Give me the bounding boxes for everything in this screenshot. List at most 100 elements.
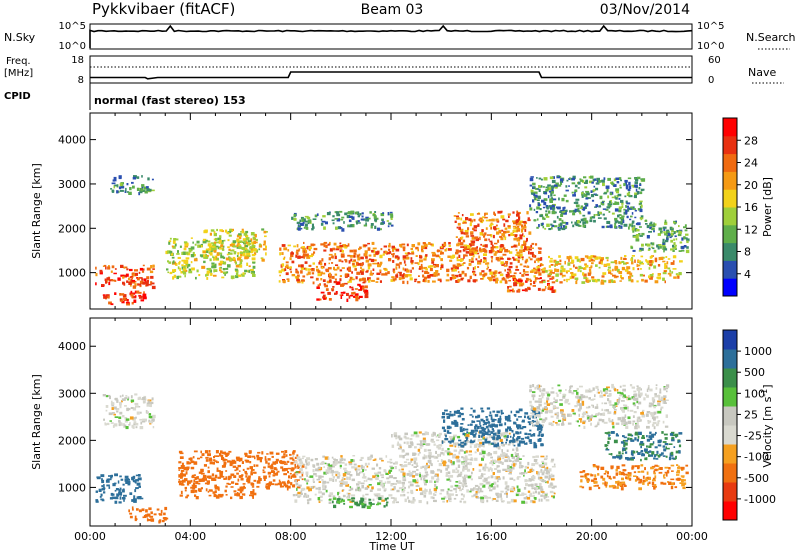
power-cell	[214, 255, 217, 260]
power-cell	[114, 268, 117, 270]
velocity-cell	[364, 487, 369, 490]
power-cell	[449, 277, 453, 281]
power-cell	[349, 294, 354, 297]
velocity-cell	[515, 455, 519, 457]
power-cell	[111, 182, 116, 185]
velocity-cell	[490, 431, 494, 434]
power-cell	[500, 261, 504, 265]
power-cell	[673, 276, 677, 279]
power-cell	[670, 239, 673, 243]
power-cell	[252, 265, 256, 269]
velocity-cell	[433, 494, 437, 496]
velocity-cell	[355, 469, 358, 472]
power-cell	[594, 256, 599, 260]
power-cell	[534, 277, 538, 280]
power-cell	[468, 218, 472, 222]
power-cell	[425, 254, 428, 257]
power-cell	[570, 273, 573, 276]
velocity-cell	[448, 413, 452, 417]
power-cell	[628, 185, 632, 189]
velocity-cell	[292, 475, 297, 478]
velocity-cell	[567, 413, 571, 417]
power-cell	[321, 220, 326, 223]
power-cell	[218, 267, 221, 270]
power-cell	[368, 278, 371, 281]
power-cell	[328, 272, 331, 276]
velocity-cell	[379, 457, 383, 460]
power-cell	[603, 264, 607, 266]
power-cell	[297, 280, 301, 284]
velocity-cell	[164, 506, 168, 511]
power-cell	[229, 259, 231, 261]
velocity-cell	[473, 444, 478, 448]
velocity-cell	[525, 442, 528, 445]
velocity-cell	[345, 484, 350, 487]
power-cell	[289, 268, 292, 271]
power-cell	[588, 268, 592, 272]
power-cell	[614, 268, 617, 271]
power-cell	[244, 269, 248, 273]
velocity-cell	[535, 487, 539, 490]
power-cell	[380, 248, 383, 251]
power-cell	[595, 187, 599, 191]
power-cell	[386, 220, 389, 222]
velocity-cell	[376, 493, 381, 497]
velocity-cell	[118, 492, 123, 496]
velocity-cell	[215, 494, 218, 497]
power-cell	[556, 268, 560, 273]
power-cell	[370, 258, 375, 262]
power-cell	[199, 254, 204, 257]
power-cell	[616, 181, 620, 184]
power-cell	[559, 281, 563, 284]
power-cell	[344, 259, 348, 263]
power-cell	[455, 215, 459, 218]
velocity-cell	[449, 440, 452, 444]
date-title: 03/Nov/2014	[600, 2, 690, 18]
power-cell	[654, 280, 659, 284]
velocity-cell	[130, 395, 133, 399]
power-cell	[208, 245, 212, 248]
power-cell	[421, 245, 425, 249]
power-cell	[490, 227, 493, 230]
power-cell	[402, 277, 405, 279]
power-cell	[473, 251, 478, 255]
velocity-cell	[118, 416, 122, 419]
freq-label-line2: [MHz]	[4, 68, 33, 79]
power-cell	[550, 257, 553, 260]
velocity-cell	[427, 449, 432, 452]
velocity-cell	[256, 480, 261, 484]
power-cell	[535, 268, 539, 272]
power-cell	[515, 222, 518, 226]
power-cell	[537, 195, 541, 199]
power-cell	[581, 192, 584, 195]
power-cell	[550, 193, 553, 197]
power-cell	[346, 292, 349, 296]
velocity-cell	[265, 460, 268, 464]
power-cell	[571, 275, 575, 279]
power-cell	[249, 246, 254, 249]
velocity-cell	[460, 412, 464, 416]
power-cell	[589, 216, 592, 220]
power-cell	[672, 244, 675, 248]
power-cell	[129, 276, 133, 279]
velocity-cell	[422, 437, 426, 441]
power-cell	[601, 179, 605, 183]
velocity-cell	[444, 461, 447, 464]
power-cell	[501, 277, 506, 281]
velocity-cell	[546, 397, 550, 401]
power-cell	[333, 242, 337, 246]
power-cell	[282, 279, 285, 281]
velocity-cell	[585, 390, 589, 393]
velocity-cell	[508, 460, 512, 462]
velocity-cell	[447, 432, 452, 434]
power-cell	[515, 258, 518, 262]
velocity-cell	[506, 436, 509, 439]
velocity-cell	[365, 479, 368, 482]
velocity-cell	[517, 476, 521, 478]
velocity-cell	[518, 408, 523, 412]
velocity-cell	[523, 497, 527, 500]
velocity-cell	[469, 445, 472, 448]
power-cell	[141, 184, 145, 187]
velocity-cell	[124, 397, 128, 400]
velocity-cell	[335, 473, 338, 477]
